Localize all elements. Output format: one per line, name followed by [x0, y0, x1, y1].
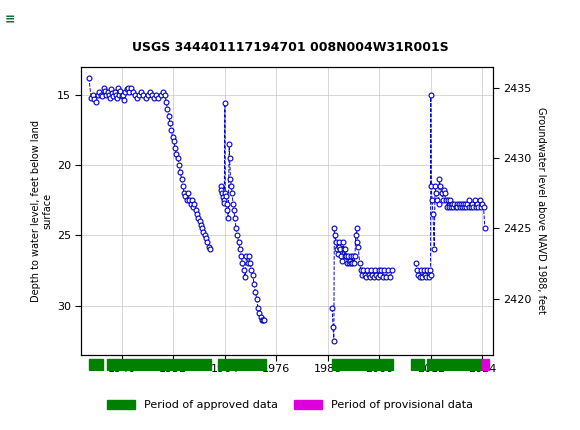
- Bar: [107, 359, 211, 370]
- Bar: [332, 359, 393, 370]
- Text: ≡: ≡: [5, 14, 15, 27]
- Bar: [5, 6, 37, 35]
- Text: USGS 344401117194701 008N004W31R001S: USGS 344401117194701 008N004W31R001S: [132, 41, 448, 54]
- Bar: [219, 359, 266, 370]
- Bar: [89, 359, 103, 370]
- Bar: [426, 359, 483, 370]
- Y-axis label: Depth to water level, feet below land
surface: Depth to water level, feet below land su…: [31, 120, 53, 302]
- Text: USGS: USGS: [39, 13, 86, 28]
- Y-axis label: Groundwater level above NAVD 1988, feet: Groundwater level above NAVD 1988, feet: [536, 107, 546, 314]
- Bar: [483, 359, 489, 370]
- Bar: [411, 359, 425, 370]
- Legend: Period of approved data, Period of provisional data: Period of approved data, Period of provi…: [103, 396, 477, 415]
